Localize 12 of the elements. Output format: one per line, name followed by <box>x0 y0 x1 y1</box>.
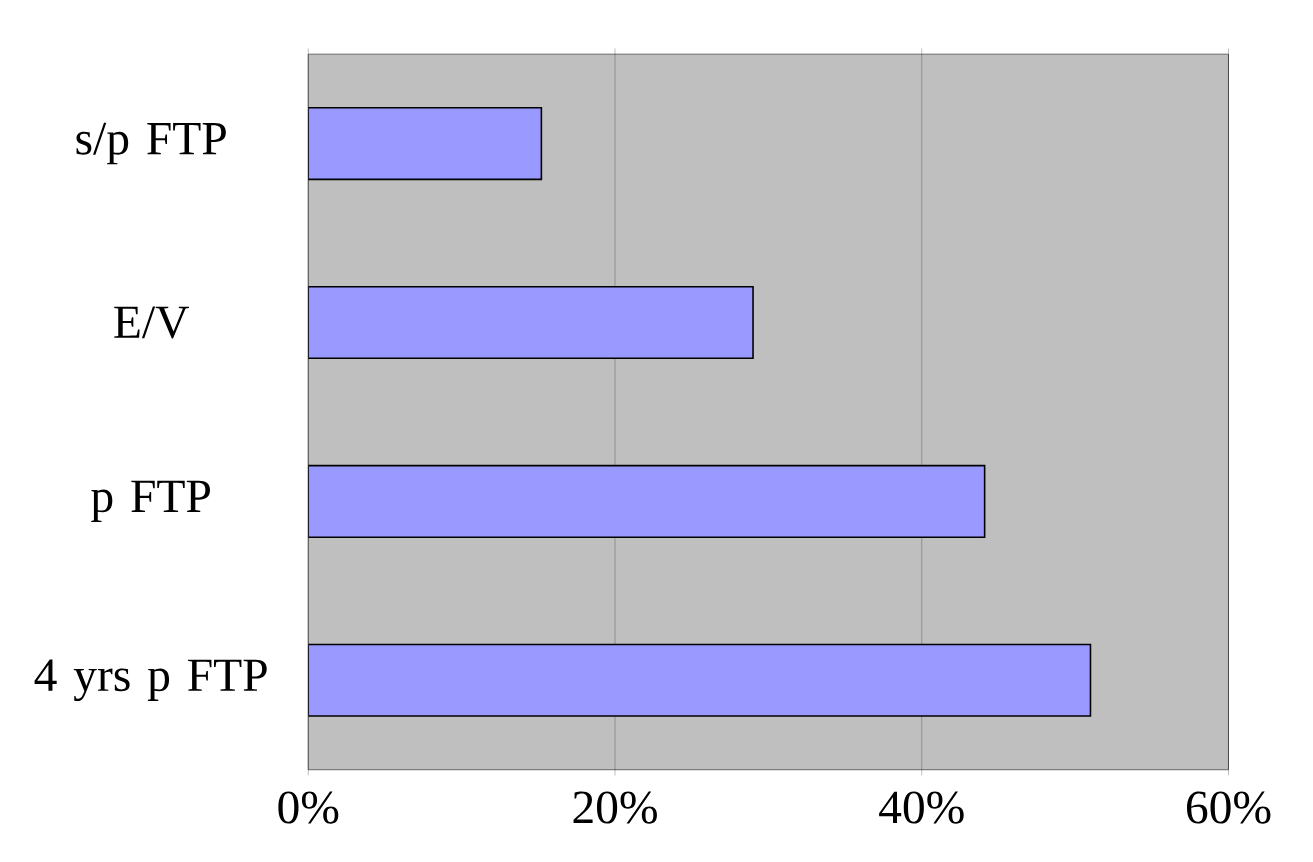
bar <box>308 106 543 181</box>
x-tick-label: 40% <box>879 791 964 824</box>
bar <box>308 643 1092 717</box>
y-tick-label: 4 yrs p FTP <box>34 659 267 701</box>
bar <box>308 285 754 359</box>
x-tick-label: 60% <box>1186 791 1271 824</box>
x-tick-label: 0% <box>278 791 339 824</box>
y-tick-label: p FTP <box>91 480 210 522</box>
y-tick-label: E/V <box>114 306 189 339</box>
y-tick-label: s/p FTP <box>76 122 226 165</box>
bar <box>308 464 986 538</box>
x-tick-label: 20% <box>573 791 657 824</box>
